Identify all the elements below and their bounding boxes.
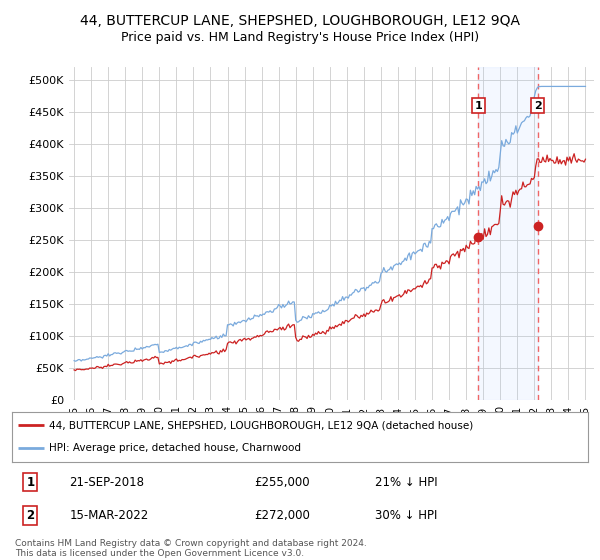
Text: 21-SEP-2018: 21-SEP-2018 — [70, 475, 145, 488]
Text: 2: 2 — [534, 101, 542, 111]
Text: 1: 1 — [26, 475, 35, 488]
Text: 44, BUTTERCUP LANE, SHEPSHED, LOUGHBOROUGH, LE12 9QA: 44, BUTTERCUP LANE, SHEPSHED, LOUGHBOROU… — [80, 14, 520, 28]
Text: Price paid vs. HM Land Registry's House Price Index (HPI): Price paid vs. HM Land Registry's House … — [121, 31, 479, 44]
Text: 1: 1 — [475, 101, 482, 111]
Text: £255,000: £255,000 — [254, 475, 310, 488]
Bar — [478, 67, 538, 400]
Text: 44, BUTTERCUP LANE, SHEPSHED, LOUGHBOROUGH, LE12 9QA (detached house): 44, BUTTERCUP LANE, SHEPSHED, LOUGHBOROU… — [49, 420, 473, 430]
Text: 21% ↓ HPI: 21% ↓ HPI — [375, 475, 437, 488]
Text: 2: 2 — [26, 509, 35, 522]
Text: Contains HM Land Registry data © Crown copyright and database right 2024.
This d: Contains HM Land Registry data © Crown c… — [15, 539, 367, 558]
Text: HPI: Average price, detached house, Charnwood: HPI: Average price, detached house, Char… — [49, 444, 301, 454]
Text: 15-MAR-2022: 15-MAR-2022 — [70, 509, 149, 522]
Text: £272,000: £272,000 — [254, 509, 310, 522]
Text: 30% ↓ HPI: 30% ↓ HPI — [375, 509, 437, 522]
